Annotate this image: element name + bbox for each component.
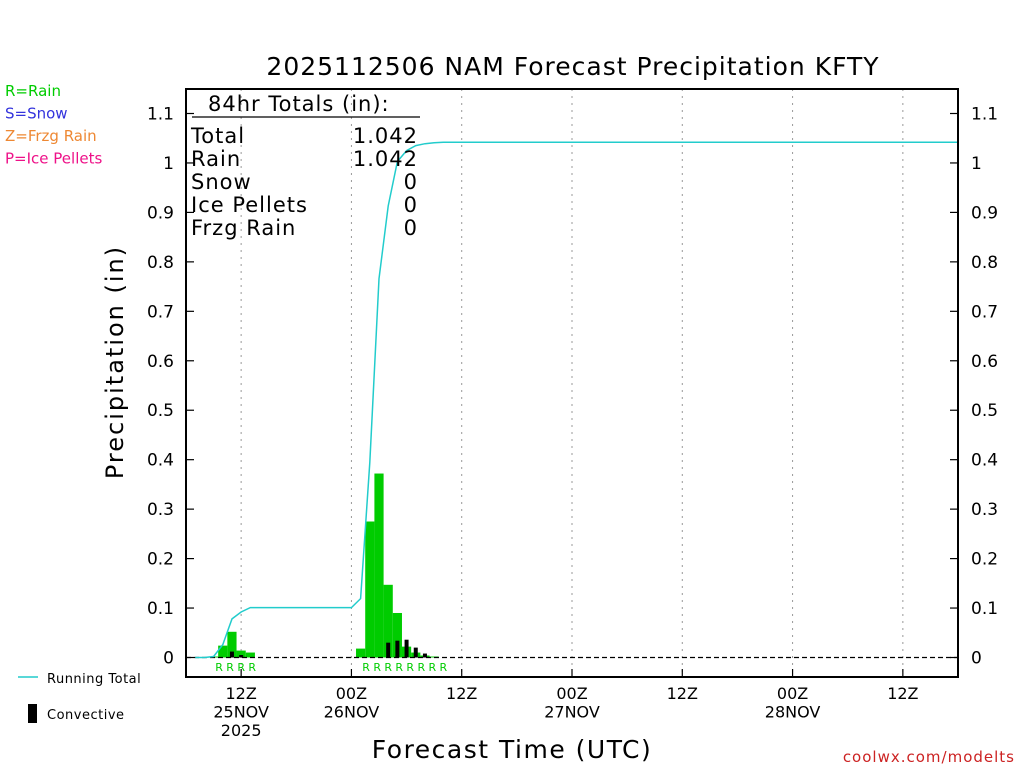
totals-row-value: 0 [404,170,418,194]
rain-bar [236,650,246,658]
y-tick-label: 0.5 [147,401,174,421]
totals-row-label: Rain [191,147,241,171]
x-tick-label: 00Z [777,684,808,703]
convective-bar [413,647,418,658]
rain-bar [227,631,237,658]
convective-bars [229,639,427,658]
rain-bar [392,612,402,658]
series-legend: Running Total Convective [18,672,141,723]
legend-label: Running Total [47,672,141,687]
y-tick-label: 0.4 [971,451,998,471]
y-tick-label: 0.7 [147,302,174,322]
type-legend-item: Z=Frzg Rain [5,127,97,145]
convective-bar [239,655,244,658]
y-tick-label: 0.8 [147,253,174,273]
rain-bars [208,473,439,658]
totals-row-label: Frzg Rain [191,216,296,240]
convective-bar [404,639,409,658]
convective-bar [395,640,400,658]
precip-type-legend: R=Rain S=Snow Z=Frzg Rain P=Ice Pellets [5,82,102,168]
y-tick-label: 0.6 [147,352,174,372]
y-tick-label: 1.1 [971,105,998,125]
chart-title: 2025112506 NAM Forecast Precipitation KF… [266,52,879,81]
precip-type-marker: R [362,661,370,674]
rain-bar [218,645,228,658]
totals-row-value: 1.042 [353,147,418,171]
x-tick-label: 00Z [556,684,587,703]
precip-type-marker: R [428,661,436,674]
y-tick-label: 0.1 [147,599,174,619]
y-tick-label: 0.9 [147,203,174,223]
precip-type-marker: R [215,661,223,674]
precip-type-marker: R [248,661,256,674]
y-tick-label: 0.8 [971,253,998,273]
totals-row-label: Snow [191,170,252,194]
type-legend-item: P=Ice Pellets [5,150,102,168]
rain-bar [383,584,393,658]
convective-bar [386,642,391,658]
precip-type-marker: R [226,661,234,674]
y-tick-label: 1.1 [147,105,174,125]
y-tick-label: 0.5 [971,401,998,421]
y-tick-label: 0.7 [971,302,998,322]
convective-bar [422,653,427,658]
rain-bar [365,521,375,658]
y-tick-label: 1 [163,154,174,174]
totals-heading: 84hr Totals (in): [208,92,390,116]
y-axis-right: 0 0.1 0.2 0.3 0.4 0.5 0.6 0.7 0.8 0.9 1 1.1 [950,105,998,669]
y-tick-label: 0.4 [147,451,174,471]
type-legend-item: R=Rain [5,82,61,100]
precip-type-marker: R [373,661,381,674]
x-tick-label: 12Z [225,684,256,703]
legend-bar-swatch [28,704,37,723]
legend-label: Convective [47,708,125,723]
y-tick-label: 0.9 [971,203,998,223]
y-axis-label: Precipitation (in) [101,245,129,479]
y-tick-label: 0.3 [971,500,998,520]
totals-row-value: 1.042 [353,124,418,148]
y-tick-label: 0.2 [147,550,174,570]
precip-type-marker: R [406,661,414,674]
x-tick-label: 12Z [667,684,698,703]
x-tick-label: 27NOV [544,703,600,722]
y-axis-left: 0 0.1 0.2 0.3 0.4 0.5 0.6 0.7 0.8 0.9 1 1.1 [147,105,194,669]
y-tick-label: 0.6 [971,352,998,372]
y-tick-label: 0.2 [971,550,998,570]
credit-text: coolwx.com/modelts [843,748,1015,766]
totals-row-value: 0 [404,193,418,217]
y-tick-label: 1 [971,154,982,174]
x-tick-label: 2025 [221,721,262,740]
precip-type-marker: R [440,661,448,674]
precip-type-marker: R [417,661,425,674]
x-tick-label: 26NOV [324,703,380,722]
running-total-line [195,141,958,659]
rain-bar [374,473,384,658]
x-tick-label: 00Z [336,684,367,703]
totals-row-value: 0 [404,216,418,240]
y-tick-label: 0 [971,649,982,669]
vertical-gridlines [240,89,904,677]
rain-bar [245,652,255,658]
x-tick-label: 12Z [887,684,918,703]
x-tick-label: 28NOV [765,703,821,722]
y-tick-label: 0.1 [971,599,998,619]
convective-bar [229,651,234,658]
x-tick-label: 25NOV [213,703,269,722]
rain-bar [356,648,366,658]
totals-box: 84hr Totals (in): Total 1.042 Rain 1.042 Sno… [190,92,420,240]
totals-rows: Total 1.042 Rain 1.042 Snow 0 Ice Pellets 0 Frzg… [190,124,418,240]
x-tick-label: 12Z [446,684,477,703]
totals-row-label: Ice Pellets [191,193,308,217]
x-axis-label: Forecast Time (UTC) [372,735,652,764]
y-tick-label: 0 [163,649,174,669]
precip-type-marker: R [237,661,245,674]
type-legend-item: S=Snow [5,105,68,123]
precip-type-marker: R [384,661,392,674]
totals-row-label: Total [190,124,245,148]
precip-type-marker: R [395,661,403,674]
y-tick-label: 0.3 [147,500,174,520]
